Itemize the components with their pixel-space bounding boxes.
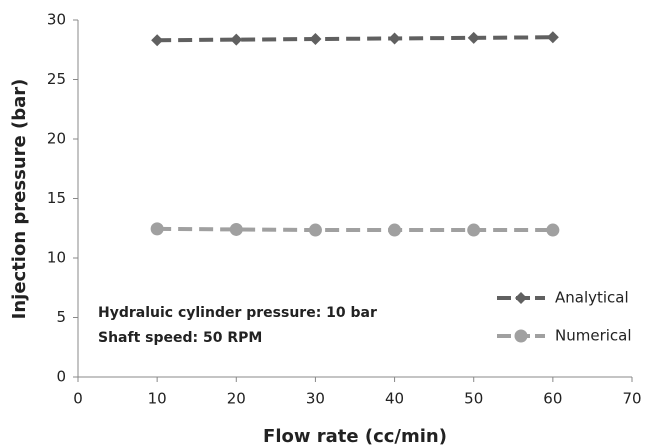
x-axis-title: Flow rate (cc/min) (263, 426, 447, 447)
legend-label: Numerical (555, 327, 632, 345)
data-point (308, 223, 322, 237)
annotation: Hydraluic cylinder pressure: 10 bar (98, 305, 377, 321)
data-point (309, 33, 322, 46)
x-tick-label: 0 (73, 390, 83, 408)
data-point (150, 222, 164, 236)
legend-label: Analytical (555, 289, 629, 307)
y-tick-label: 15 (47, 189, 66, 207)
y-axis-title: Injection pressure (bar) (9, 79, 30, 320)
x-tick-label: 20 (227, 390, 246, 408)
legend-marker (514, 329, 528, 343)
y-tick-label: 5 (56, 308, 66, 326)
series-line (157, 226, 553, 233)
y-tick-label: 30 (47, 11, 66, 29)
y-tick-label: 25 (47, 70, 66, 88)
data-point (230, 33, 243, 46)
legend-marker (515, 292, 527, 304)
y-tick-label: 20 (47, 130, 66, 148)
series-line (157, 35, 553, 43)
data-point (388, 223, 402, 237)
x-tick-label: 50 (464, 390, 483, 408)
y-tick-label: 0 (56, 368, 66, 386)
x-tick-label: 70 (622, 390, 641, 408)
x-tick-label: 40 (385, 390, 404, 408)
data-point (467, 31, 480, 44)
data-point (151, 34, 164, 47)
data-point (467, 223, 481, 237)
x-tick-label: 30 (306, 390, 325, 408)
data-point (546, 31, 559, 44)
x-tick-label: 10 (148, 390, 167, 408)
annotation: Shaft speed: 50 RPM (98, 330, 262, 346)
y-tick-label: 10 (47, 249, 66, 267)
data-point (546, 223, 560, 237)
x-tick-label: 60 (543, 390, 562, 408)
data-point (229, 222, 243, 236)
data-point (388, 32, 401, 45)
